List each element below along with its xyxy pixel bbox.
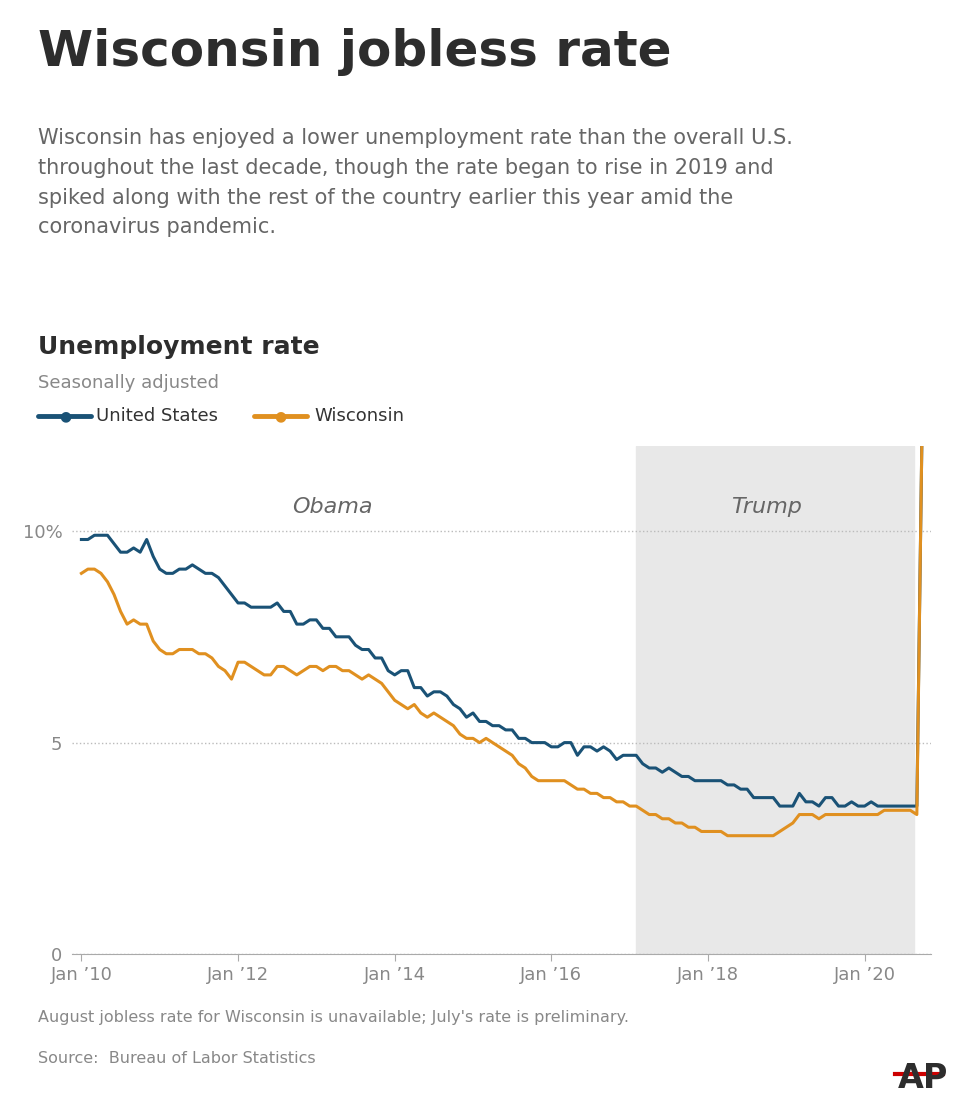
Text: Wisconsin has enjoyed a lower unemployment rate than the overall U.S.
throughout: Wisconsin has enjoyed a lower unemployme… — [38, 128, 793, 237]
Text: Wisconsin: Wisconsin — [315, 407, 405, 425]
Text: United States: United States — [96, 407, 218, 425]
Text: ●: ● — [60, 410, 71, 423]
Text: AP: AP — [898, 1062, 948, 1096]
Text: August jobless rate for Wisconsin is unavailable; July's rate is preliminary.: August jobless rate for Wisconsin is una… — [38, 1010, 630, 1024]
Text: Trump: Trump — [732, 498, 803, 517]
Text: Obama: Obama — [292, 498, 372, 517]
Text: Wisconsin jobless rate: Wisconsin jobless rate — [38, 28, 672, 76]
Bar — [636, 446, 914, 954]
Text: Unemployment rate: Unemployment rate — [38, 335, 320, 359]
Text: Seasonally adjusted: Seasonally adjusted — [38, 374, 220, 392]
Text: Source:  Bureau of Labor Statistics: Source: Bureau of Labor Statistics — [38, 1051, 316, 1066]
Text: ●: ● — [275, 410, 286, 423]
